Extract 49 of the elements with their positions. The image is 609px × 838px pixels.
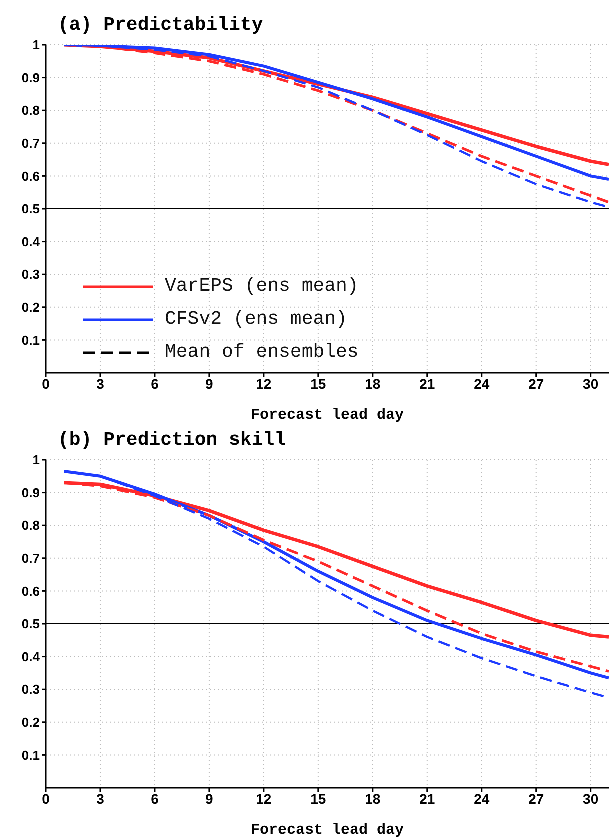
x-tick-label: 24: [474, 790, 490, 807]
x-tick-label: 18: [365, 376, 381, 392]
y-tick-label: 1: [32, 452, 40, 468]
x-tick-label: 6: [151, 790, 160, 807]
x-tick-label: 3: [96, 790, 105, 807]
y-tick-label: 0.8: [22, 103, 40, 118]
y-tick-label: 0.6: [22, 168, 40, 184]
y-tick-label: 0.8: [22, 518, 40, 534]
x-tick-label: 21: [420, 790, 436, 807]
x-tick-label: 30: [583, 790, 599, 807]
y-tick-label: 0.7: [22, 136, 40, 152]
x-tick-label: 12: [256, 376, 272, 392]
y-tick-label: 0.5: [22, 202, 40, 217]
x-tick-label: 6: [151, 376, 160, 392]
y-tick-label: 0.3: [22, 682, 40, 698]
x-tick-label: 9: [206, 790, 214, 807]
y-tick-label: 0.4: [22, 649, 41, 664]
legend-label: VarEPS (ens mean): [165, 274, 359, 299]
y-tick-label: 0.3: [22, 267, 40, 282]
y-tick-label: 0.1: [22, 748, 40, 763]
x-tick-label: 12: [256, 790, 272, 807]
y-tick-label: 1: [32, 38, 40, 53]
x-axis-title: Forecast lead day: [250, 822, 404, 838]
x-tick-label: 3: [96, 376, 105, 392]
x-tick-label: 18: [365, 790, 381, 807]
x-tick-label: 15: [310, 376, 326, 392]
x-tick-label: 9: [206, 376, 214, 392]
y-tick-label: 0.2: [22, 715, 40, 730]
annotation: Mean of ensembles: [165, 340, 359, 365]
x-tick-label: 0: [42, 376, 50, 392]
chart-title: (b) Prediction skill: [58, 429, 286, 451]
x-tick-label: 27: [528, 790, 544, 807]
chart-title: (a) Predictability: [58, 14, 264, 36]
x-tick-label: 21: [420, 376, 436, 392]
y-tick-label: 0.1: [22, 332, 40, 348]
y-tick-label: 0.6: [22, 584, 40, 599]
y-tick-label: 0.2: [22, 300, 40, 316]
x-tick-label: 24: [474, 376, 490, 392]
x-axis-title: Forecast lead day: [250, 407, 404, 424]
y-tick-label: 0.9: [22, 485, 40, 500]
y-tick-label: 0.9: [22, 70, 40, 86]
x-tick-label: 27: [528, 376, 544, 392]
x-tick-label: 15: [310, 790, 326, 807]
x-tick-label: 0: [42, 790, 50, 807]
y-tick-label: 0.4: [22, 234, 41, 250]
y-tick-label: 0.7: [22, 551, 40, 566]
legend-label: CFSv2 (ens mean): [165, 307, 348, 332]
x-tick-label: 30: [583, 376, 599, 392]
y-tick-label: 0.5: [22, 616, 40, 632]
